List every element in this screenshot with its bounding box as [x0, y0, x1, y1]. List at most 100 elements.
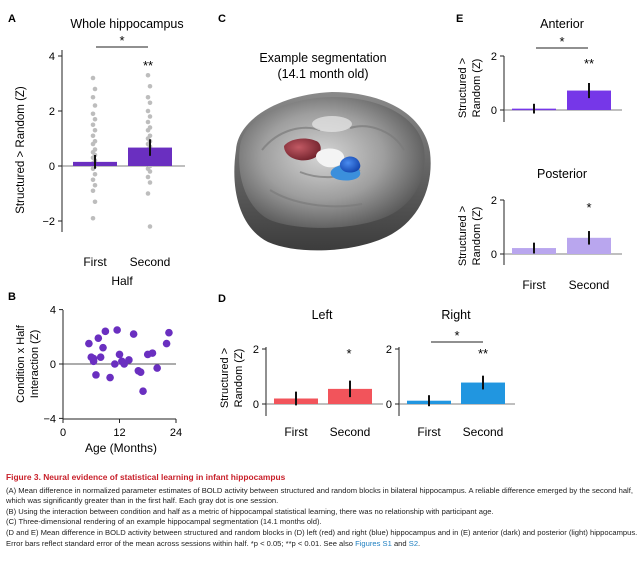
panel-b-scatter-point	[92, 371, 100, 379]
hippocampus-white-region	[316, 148, 345, 168]
link-figure-s2[interactable]: S2	[408, 538, 419, 548]
panel-d-left-y-tick-label: 0	[253, 399, 259, 411]
caption-line-err: Error bars reflect standard error of the…	[6, 539, 638, 550]
panel-a-session-dot	[92, 199, 98, 205]
panel-e-anterior-sig-bracket-star: *	[559, 34, 564, 49]
figure-caption: Figure 3. Neural evidence of statistical…	[6, 472, 638, 549]
panel-d-ylabel-line2: Random (Z)	[233, 349, 245, 408]
panel-a-session-dot	[147, 83, 153, 89]
panel-a-session-dot	[90, 177, 96, 183]
panel-a-y-tick-label: −2	[42, 216, 55, 228]
panel-d-right-y-tick-label: 2	[386, 344, 392, 356]
panel-e-posterior-y-tick-label: 0	[491, 249, 497, 261]
panel-b-scatter-point	[94, 334, 103, 342]
caption-error-text: Error bars reflect standard error of the…	[6, 538, 353, 548]
panel-a-xtick-second: Second	[130, 255, 171, 269]
panel-b-x-tick-label: 12	[113, 427, 125, 439]
panel-b-scatter-point	[165, 328, 173, 337]
panel-a-session-dot	[147, 114, 153, 119]
panel-b-scatter-point	[162, 339, 171, 348]
panel-b-scatter-point	[125, 356, 133, 364]
panel-a-bar-second	[128, 147, 172, 166]
panel-a-sig-second: **	[143, 58, 153, 73]
panel-e-posterior-title: Posterior	[537, 167, 587, 181]
panel-d: D Left Right Structured > Random (Z) 2 0 2…	[218, 293, 515, 439]
panel-b-scatter-point	[89, 354, 98, 363]
panel-d-ylabel-line1: Structured >	[219, 348, 231, 408]
panel-d-right-y-tick-label: 0	[386, 399, 392, 411]
panel-a-session-dot	[90, 111, 96, 117]
caption-line-de: (D and E) Mean difference in BOLD activi…	[6, 527, 638, 537]
panel-d-left-title: Left	[312, 308, 333, 322]
panel-d-letter: D	[218, 293, 226, 305]
panel-e-anterior-y-tick-label: 2	[491, 51, 497, 63]
panel-b-scatter-point	[85, 339, 93, 348]
panel-c-letter: C	[218, 13, 226, 25]
panel-b-scatter-point	[96, 353, 105, 362]
panel-a-session-dot	[90, 215, 96, 221]
panel-b-scatter-point	[148, 349, 157, 357]
panel-a-session-dot	[90, 122, 96, 128]
panel-a-session-dot	[147, 100, 153, 106]
panel-e-anterior-sig-second: **	[584, 56, 594, 71]
panel-c: C Example segmentation (14.1 month old)	[218, 13, 431, 251]
panel-b-scatter-point	[115, 350, 124, 359]
hippocampus-left-red	[284, 138, 321, 161]
panel-b-scatter-point	[110, 360, 119, 368]
panel-e-anterior-ylabel-line1: Structured >	[457, 58, 469, 118]
caption-and: and	[393, 538, 407, 548]
panel-a-session-dot	[145, 94, 151, 100]
panel-a-session-dot	[90, 141, 96, 147]
panel-a-title: Whole hippocampus	[70, 17, 183, 31]
panel-a-session-dot	[145, 127, 151, 133]
panel-d-right-xtick-second: Second	[463, 425, 504, 439]
panel-a-session-dot	[92, 171, 98, 177]
panel-b-scatter-point	[101, 327, 110, 336]
panel-e-posterior-sig: *	[586, 200, 591, 215]
panel-b-scatter-point	[139, 387, 147, 396]
panel-b-y-tick-label: 0	[50, 359, 56, 371]
caption-line-b: (B) Using the interaction between condit…	[6, 506, 494, 516]
panel-c-title-line1: Example segmentation	[259, 51, 386, 65]
panel-e-posterior-ylabel-line2: Random (Z)	[471, 207, 483, 266]
panel-e-anterior-title: Anterior	[540, 17, 584, 31]
panel-e-posterior-ylabel-line1: Structured >	[457, 206, 469, 266]
panel-a-xlabel: Half	[111, 274, 133, 288]
caption-title: Figure 3. Neural evidence of statistical…	[6, 472, 286, 482]
panel-a-session-dot	[90, 133, 96, 139]
panel-d-right-sig-second: **	[478, 346, 488, 361]
figure-canvas: A Whole hippocampus Structured > Random …	[8, 13, 622, 455]
panel-b: B Condition x Half Interaction (Z) 4 0 −4 0…	[8, 291, 182, 455]
panel-e-anterior-y-tick-label: 0	[491, 105, 497, 117]
panel-a-session-dot	[92, 116, 98, 122]
panel-d-left-y-tick-label: 2	[253, 344, 259, 356]
panel-b-letter: B	[8, 291, 16, 303]
panel-a-session-dot	[90, 188, 96, 194]
panel-a-session-dot	[92, 127, 98, 133]
panel-b-ylabel-line1: Condition x Half	[15, 324, 27, 403]
panel-e-xtick-first: First	[522, 278, 546, 292]
panel-e-posterior-y-tick-label: 2	[491, 195, 497, 207]
panel-b-xlabel: Age (Months)	[85, 441, 157, 455]
panel-a: A Whole hippocampus Structured > Random …	[8, 13, 185, 288]
panel-a-y-tick-label: 2	[49, 106, 55, 118]
panel-a-ylabel: Structured > Random (Z)	[15, 86, 27, 214]
brain-folds	[261, 125, 405, 208]
brain-rendering	[234, 92, 431, 251]
panel-a-session-dot	[147, 180, 153, 185]
panel-b-scatter-point	[136, 368, 145, 376]
panel-b-scatter-point	[129, 330, 138, 338]
panel-a-sig-bracket-star: *	[119, 33, 124, 48]
panel-a-session-dot	[145, 191, 151, 196]
panel-a-y-tick-label: 0	[49, 161, 55, 173]
panel-e: E Anterior Posterior Structured > Random…	[456, 13, 622, 292]
panel-a-session-dot	[90, 94, 96, 100]
panel-b-x-tick-label: 24	[170, 427, 182, 439]
link-figures-s1[interactable]: Figures S1	[355, 538, 392, 548]
caption-period: .	[418, 538, 421, 548]
panel-a-session-dot	[145, 72, 151, 78]
panel-e-anterior-bar-second	[567, 90, 611, 110]
panel-d-right-title: Right	[441, 308, 471, 322]
panel-e-anterior-ylabel-line2: Random (Z)	[471, 59, 483, 118]
panel-d-left-sig: *	[346, 346, 351, 361]
